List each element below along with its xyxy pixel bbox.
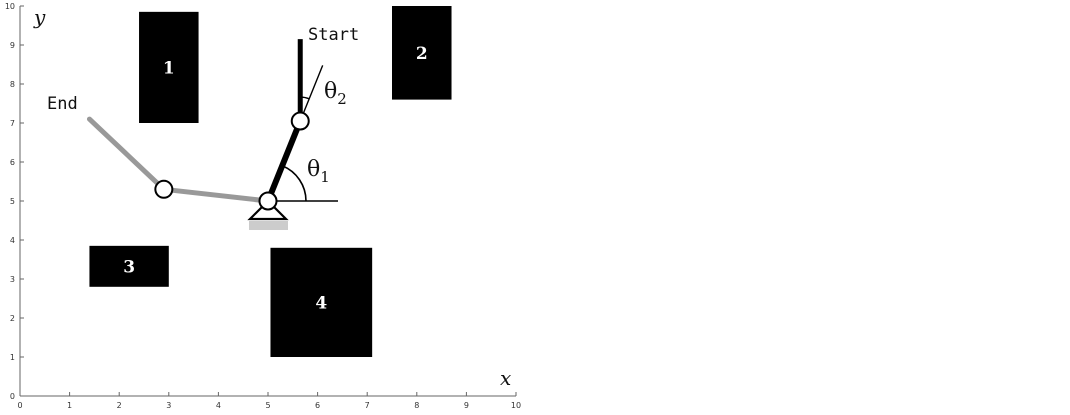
y-tick-label: 3 <box>10 275 15 284</box>
obstacle-label-2: 2 <box>416 44 428 64</box>
theta2-reference-line <box>299 65 324 122</box>
y-tick-label: 2 <box>10 314 15 323</box>
theta2-arc <box>300 96 310 100</box>
x-tick-label: 10 <box>511 401 521 410</box>
start-label: Start <box>308 25 359 45</box>
obstacles: 1 2 3 4 <box>89 6 452 357</box>
obstacle-2 <box>392 6 452 100</box>
y-tick-label: 5 <box>10 197 15 206</box>
y-tick-label: 6 <box>10 158 15 167</box>
theta1-subscript: 1 <box>320 168 330 186</box>
obstacle-4 <box>270 247 373 357</box>
x-tick-label: 8 <box>414 401 419 410</box>
axes: 0 1 2 3 4 5 6 7 8 9 10 0 1 2 3 4 5 6 7 8 9 10 <box>5 2 521 410</box>
base-support <box>249 221 288 230</box>
y-axis-label: y <box>33 5 46 29</box>
theta2-symbol: θ <box>324 79 337 104</box>
end-label: End <box>47 94 78 114</box>
x-tick-label: 7 <box>365 401 370 410</box>
start-configuration-arm <box>265 39 304 203</box>
x-tick-label: 9 <box>464 401 469 410</box>
y-tick-label: 10 <box>5 2 15 11</box>
y-tick-label: 7 <box>10 119 15 128</box>
y-axis-ticks: 0 1 2 3 4 5 6 7 8 9 10 <box>5 2 24 401</box>
x-tick-label: 6 <box>315 401 320 410</box>
start-link-1 <box>265 119 304 203</box>
start-elbow-joint <box>290 111 310 131</box>
obstacle-3 <box>89 245 169 287</box>
angle-annotations <box>268 65 338 202</box>
theta1-label: θ1 <box>307 157 330 186</box>
y-tick-label: 1 <box>10 353 15 362</box>
obstacle-1 <box>139 11 199 124</box>
y-tick-label: 0 <box>10 392 15 401</box>
end-link-1 <box>161 186 271 204</box>
x-tick-label: 0 <box>17 401 22 410</box>
theta1-symbol: θ <box>307 157 320 182</box>
base-joint <box>258 191 278 211</box>
end-configuration-arm <box>86 116 271 204</box>
y-tick-label: 8 <box>10 80 15 89</box>
obstacle-label-3: 3 <box>123 257 135 277</box>
y-tick-label: 4 <box>10 236 15 245</box>
x-tick-label: 2 <box>117 401 122 410</box>
x-tick-label: 1 <box>67 401 72 410</box>
x-axis-ticks: 0 1 2 3 4 5 6 7 8 9 10 <box>17 392 521 410</box>
obstacle-label-4: 4 <box>315 293 327 313</box>
theta2-subscript: 2 <box>337 90 347 108</box>
theta1-arc <box>281 165 307 202</box>
x-tick-label: 4 <box>216 401 221 410</box>
x-axis-label: x <box>500 366 511 390</box>
obstacle-label-1: 1 <box>163 58 175 78</box>
theta2-label: θ2 <box>324 79 347 108</box>
x-tick-label: 5 <box>265 401 270 410</box>
x-tick-label: 3 <box>166 401 171 410</box>
end-elbow-joint <box>154 179 174 199</box>
y-tick-label: 9 <box>10 41 15 50</box>
end-link-2 <box>86 116 167 192</box>
